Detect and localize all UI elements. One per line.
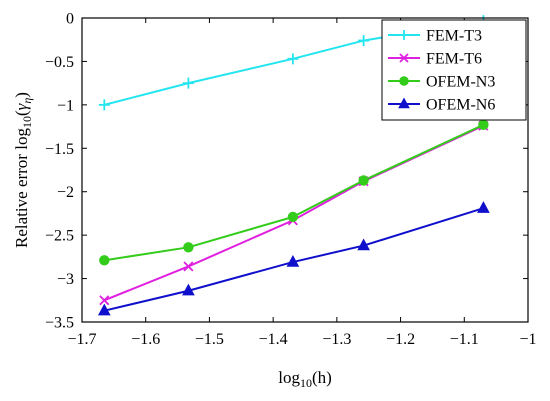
axis-ticks-layer: −1.7 −1.6 −1.5 −1.4 −1.3 −1.2 −1.1 −1 0 −0.5 −1 −1.… xyxy=(45,11,537,349)
data-point-fem-t6 xyxy=(183,261,194,272)
legend-marker-fem-t6 xyxy=(399,53,409,63)
legend-label-ofem-n6: OFEM-N6 xyxy=(426,97,495,114)
data-point-ofem-n6 xyxy=(97,303,111,316)
legend-label-fem-t6: FEM-T6 xyxy=(426,51,482,68)
y-tick-label: −1 xyxy=(57,97,74,114)
y-tick-label: 0 xyxy=(66,11,74,28)
plot-frame xyxy=(81,17,529,323)
data-point-ofem-n6 xyxy=(182,283,195,296)
y-tick-label: −3 xyxy=(57,271,74,288)
data-point-ofem-n3 xyxy=(287,211,299,223)
data-point-fem-t3 xyxy=(98,99,110,111)
x-axis-label: log10(h) xyxy=(278,368,332,390)
x-tick-label: −1.5 xyxy=(195,331,224,348)
data-point-fem-t3 xyxy=(358,35,370,47)
data-point-fem-t3 xyxy=(287,53,299,65)
legend-marker-fem-t3 xyxy=(399,30,409,40)
legend-label-ofem-n3: OFEM-N3 xyxy=(426,74,495,91)
y-tick-label: −2 xyxy=(57,184,74,201)
x-tick-label: −1 xyxy=(519,331,536,348)
data-point-ofem-n3 xyxy=(99,255,110,266)
data-point-fem-t6 xyxy=(99,295,110,306)
y-axis-label: Relative error log10(γη) xyxy=(12,92,34,248)
x-tick-label: −1.4 xyxy=(259,331,288,348)
y-tick-label: −0.5 xyxy=(45,54,74,71)
data-point-ofem-n3 xyxy=(358,175,369,186)
x-tick-label: −1.1 xyxy=(450,331,479,348)
series-line-ofem-n3 xyxy=(104,123,484,262)
legend-marker-ofem-n3 xyxy=(399,76,409,86)
legend-marker-ofem-n6 xyxy=(398,97,410,109)
x-tick-label: −1.2 xyxy=(386,331,415,348)
y-tick-label: −2.5 xyxy=(45,228,74,245)
legend-label-fem-t3: FEM-T3 xyxy=(426,28,482,45)
data-point-ofem-n3 xyxy=(478,119,489,131)
x-tick-label: −1.3 xyxy=(322,331,351,348)
data-point-ofem-n6 xyxy=(357,238,370,251)
x-tick-label: −1.6 xyxy=(131,331,160,348)
data-point-ofem-n6 xyxy=(286,254,300,267)
x-tick-label: −1.7 xyxy=(67,331,96,348)
y-tick-label: −3.5 xyxy=(45,315,74,332)
data-point-ofem-n3 xyxy=(183,242,194,253)
data-point-ofem-n6 xyxy=(477,201,490,213)
legend: FEM-T3 FEM-T6 OFEM-N3 OFEM-N6 xyxy=(381,19,527,121)
y-tick-label: −1.5 xyxy=(45,141,74,158)
data-point-fem-t3 xyxy=(182,77,194,89)
